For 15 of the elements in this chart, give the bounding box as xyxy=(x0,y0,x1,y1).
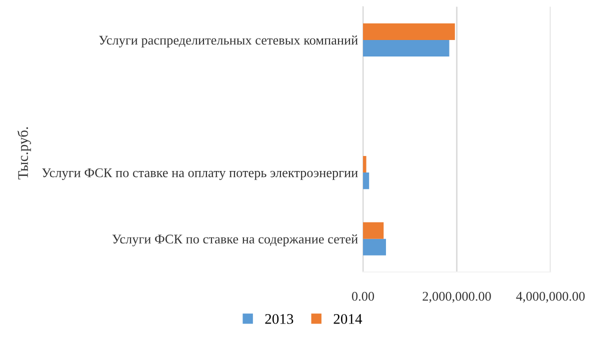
bar xyxy=(363,238,386,256)
bar xyxy=(363,156,366,173)
x-tick-label: 4,000,000.00 xyxy=(516,292,585,303)
y-tick-label: Услуги ФСК по ставке на содержание сетей xyxy=(112,234,358,246)
bar xyxy=(363,222,384,239)
y-tick-label: Услуги ФСК по ставке на оплату потерь электроэнергии xyxy=(42,168,358,180)
x-tick-label: 0.00 xyxy=(352,292,374,301)
x-tick-label: 2,000,000.00 xyxy=(422,292,491,303)
bar xyxy=(363,23,455,40)
bar xyxy=(363,40,450,57)
legend-label: 2013 xyxy=(265,314,294,324)
bar xyxy=(363,172,370,190)
y-tick-label: Услуги распределительных сетевых компаний xyxy=(99,35,358,48)
y-axis-title: Тыс.руб. xyxy=(17,127,31,180)
legend-label: 2014 xyxy=(334,314,362,324)
